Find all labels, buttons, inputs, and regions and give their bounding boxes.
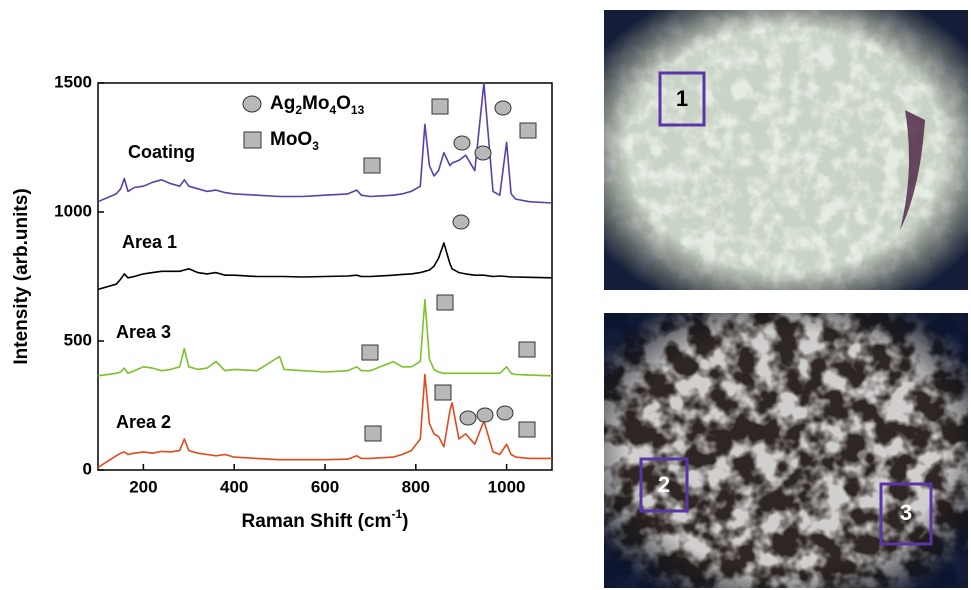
figure: 1 2 3 0 500 1000 1500 200 400 600 800 1000 Raman …	[0, 0, 971, 590]
ag-symbol	[453, 215, 469, 229]
series-label: Area 3	[116, 322, 171, 342]
moo3-symbol	[362, 345, 378, 360]
ag-symbol	[497, 406, 513, 420]
vignette	[604, 10, 968, 290]
legend-entry: Ag2Mo4O13	[270, 93, 365, 117]
moo3-symbol	[435, 385, 451, 400]
vignette	[604, 313, 968, 588]
moo3-symbol	[437, 295, 453, 310]
peak-symbols	[362, 99, 536, 441]
ag-symbol	[454, 136, 470, 150]
ag-symbol	[475, 146, 491, 160]
x-tick-label: 800	[402, 477, 430, 496]
legend-symbol	[244, 132, 261, 148]
moo3-symbol	[364, 158, 380, 173]
legend-text-part: 13	[351, 103, 365, 117]
x-axis-label-part: Raman Shift (cm	[242, 511, 392, 532]
region-label: 2	[658, 472, 670, 497]
moo3-symbol	[365, 426, 381, 441]
moo3-symbol	[520, 123, 536, 138]
ag-symbol	[460, 411, 476, 425]
series-label: Coating	[128, 142, 195, 162]
page: {"chart_data": {"type": "line", "xlabel"…	[0, 0, 971, 590]
legend-symbol	[243, 96, 261, 112]
legend-text-part: 3	[312, 139, 319, 153]
region-label: 1	[676, 86, 688, 111]
x-tick-label: 600	[311, 477, 339, 496]
y-axis-label: Intensity (arb.units)	[11, 188, 32, 364]
moo3-symbol	[519, 422, 535, 437]
y-tick-label: 1000	[54, 201, 92, 220]
series-label: Area 1	[122, 232, 177, 252]
y-tick-label: 500	[64, 330, 92, 349]
ag-symbol	[477, 408, 493, 422]
series-label: Area 2	[116, 412, 171, 432]
legend-text-part: Ag	[270, 93, 295, 114]
ag-symbol	[495, 101, 511, 115]
x-axis-label-part: -1	[391, 507, 402, 521]
x-axis-label-part: )	[402, 511, 408, 532]
micrographs: 1 2 3	[604, 10, 968, 588]
x-tick-label: 200	[129, 477, 157, 496]
x-tick-label: 400	[220, 477, 248, 496]
legend-text-part: Mo	[302, 93, 329, 114]
y-tick-label: 0	[83, 459, 92, 478]
region-label: 3	[900, 500, 912, 525]
moo3-symbol	[519, 342, 535, 357]
legend-entry: MoO3	[270, 129, 319, 153]
x-axis-label: Raman Shift (cm-1)	[242, 507, 409, 532]
legend-text-part: MoO	[270, 129, 312, 150]
moo3-symbol	[432, 99, 448, 114]
x-tick-label: 1000	[488, 477, 526, 496]
legend-text-part: O	[336, 93, 351, 114]
y-tick-label: 1500	[54, 72, 92, 91]
